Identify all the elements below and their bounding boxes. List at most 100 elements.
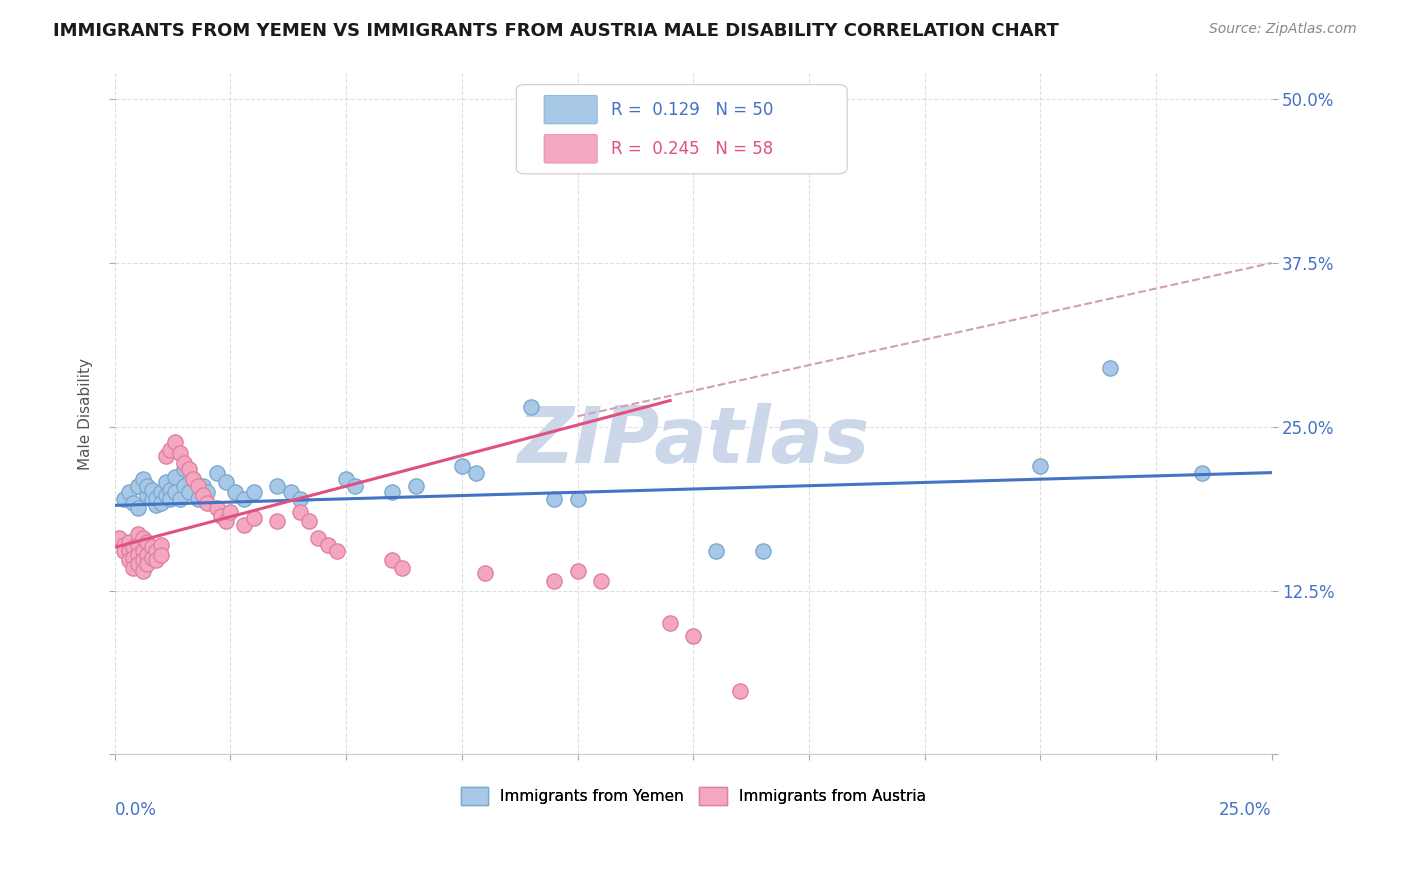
Point — [381, 485, 404, 500]
Point — [136, 535, 159, 549]
Point — [195, 496, 218, 510]
Text: Source: ZipAtlas.com: Source: ZipAtlas.com — [1209, 22, 1357, 37]
Point — [451, 458, 474, 473]
Point — [567, 564, 589, 578]
Point — [187, 491, 209, 506]
Point — [316, 538, 339, 552]
Point — [335, 472, 357, 486]
Point — [131, 553, 153, 567]
Point — [131, 531, 153, 545]
Point — [131, 472, 153, 486]
Point — [159, 443, 181, 458]
Point — [118, 485, 141, 500]
Point — [326, 544, 349, 558]
Text: 25.0%: 25.0% — [1219, 801, 1271, 819]
Point — [405, 479, 427, 493]
Point — [464, 466, 486, 480]
Point — [682, 629, 704, 643]
Point — [219, 505, 242, 519]
FancyBboxPatch shape — [544, 95, 598, 124]
Point — [589, 574, 612, 589]
Point — [344, 479, 367, 493]
Point — [242, 511, 264, 525]
Text: ZIPatlas: ZIPatlas — [517, 403, 869, 479]
Point — [155, 475, 177, 489]
Point — [163, 485, 186, 500]
Point — [1029, 458, 1052, 473]
Point — [145, 499, 167, 513]
Point — [215, 475, 238, 489]
Point — [169, 446, 191, 460]
Point — [233, 518, 256, 533]
Point — [118, 553, 141, 567]
Point — [163, 435, 186, 450]
Point — [266, 514, 288, 528]
Point — [298, 514, 321, 528]
Point — [169, 491, 191, 506]
Point — [520, 400, 543, 414]
Point — [280, 485, 302, 500]
Point — [706, 544, 728, 558]
Point — [141, 550, 163, 565]
Point — [159, 491, 181, 506]
Point — [122, 541, 145, 555]
Point — [177, 485, 200, 500]
Point — [751, 544, 773, 558]
Point — [543, 491, 565, 506]
Point — [112, 491, 135, 506]
Text: IMMIGRANTS FROM YEMEN VS IMMIGRANTS FROM AUSTRIA MALE DISABILITY CORRELATION CHA: IMMIGRANTS FROM YEMEN VS IMMIGRANTS FROM… — [53, 22, 1059, 40]
Point — [150, 548, 173, 562]
Point — [173, 457, 195, 471]
Point — [159, 483, 181, 497]
Point — [195, 485, 218, 500]
Point — [728, 684, 751, 698]
Point — [288, 505, 311, 519]
Point — [381, 553, 404, 567]
Point — [127, 527, 149, 541]
Point — [145, 544, 167, 558]
Point — [173, 461, 195, 475]
Point — [242, 485, 264, 500]
Point — [141, 491, 163, 506]
Point — [131, 564, 153, 578]
Text: 0.0%: 0.0% — [115, 801, 156, 819]
Point — [150, 496, 173, 510]
Point — [173, 479, 195, 493]
Point — [391, 561, 413, 575]
Point — [145, 491, 167, 505]
Point — [127, 558, 149, 572]
Point — [141, 541, 163, 555]
Point — [209, 508, 232, 523]
Point — [141, 483, 163, 497]
Point — [145, 553, 167, 567]
Point — [136, 558, 159, 572]
Point — [205, 500, 228, 515]
Point — [543, 574, 565, 589]
Point — [112, 544, 135, 558]
Point — [307, 531, 329, 545]
Point — [163, 469, 186, 483]
Point — [288, 491, 311, 506]
Point — [183, 472, 205, 486]
Point — [127, 500, 149, 515]
Point — [474, 566, 496, 581]
Text: R =  0.129   N = 50: R = 0.129 N = 50 — [612, 101, 773, 119]
Point — [127, 479, 149, 493]
Point — [191, 479, 214, 493]
Point — [183, 472, 205, 486]
Point — [122, 550, 145, 565]
Point — [1098, 360, 1121, 375]
Point — [266, 479, 288, 493]
FancyBboxPatch shape — [516, 85, 848, 174]
Point — [127, 538, 149, 552]
Point — [191, 488, 214, 502]
Point — [131, 544, 153, 558]
Y-axis label: Male Disability: Male Disability — [79, 358, 93, 470]
Point — [118, 544, 141, 558]
FancyBboxPatch shape — [544, 135, 598, 163]
Point — [136, 479, 159, 493]
Point — [224, 485, 246, 500]
Point — [122, 561, 145, 575]
Point — [150, 538, 173, 552]
Point — [187, 479, 209, 493]
